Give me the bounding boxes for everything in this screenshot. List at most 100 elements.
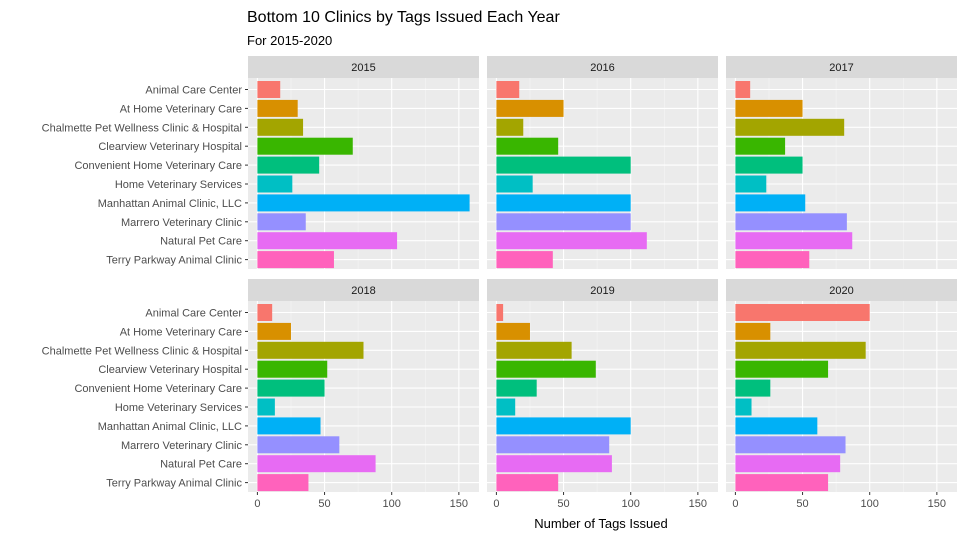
facet-panels: 2015 Animal Care Center At Home Veterinary…	[42, 56, 957, 510]
bar-2015-4	[257, 137, 353, 155]
bar-2019-3	[496, 341, 572, 359]
facet-strip-label: 2016	[590, 62, 614, 74]
y-tick-label: Chalmette Pet Wellness Clinic & Hospital	[42, 345, 242, 357]
y-tick-label: Marrero Veterinary Clinic	[121, 217, 243, 229]
bar-2020-7	[735, 417, 818, 435]
facet-strip	[248, 56, 479, 78]
facet-panel-2015: 2015 Animal Care Center At Home Veterinary…	[42, 56, 479, 269]
bar-2015-7	[257, 194, 470, 212]
bar-2016-5	[496, 156, 631, 174]
bar-2020-3	[735, 341, 866, 359]
facet-strip	[487, 56, 718, 78]
y-tick-label: Convenient Home Veterinary Care	[74, 383, 242, 395]
bar-2018-3	[257, 341, 364, 359]
bar-2015-10	[257, 251, 334, 269]
x-tick-label: 150	[689, 498, 707, 510]
chart-subtitle: For 2015-2020	[247, 33, 332, 48]
facet-panel-2016: 2016	[487, 56, 718, 269]
bar-2018-7	[257, 417, 321, 435]
y-tick-label: Convenient Home Veterinary Care	[74, 160, 242, 172]
bar-2019-2	[496, 322, 530, 340]
bar-2016-10	[496, 251, 553, 269]
bar-2020-5	[735, 379, 771, 397]
facet-strip-label: 2018	[351, 285, 375, 297]
x-tick-label: 100	[622, 498, 640, 510]
y-tick-label: Terry Parkway Animal Clinic	[106, 478, 242, 490]
y-tick-label: Home Veterinary Services	[115, 402, 243, 414]
y-tick-label: Natural Pet Care	[160, 459, 242, 471]
facet-panel-2018: 2018 Animal Care Center At Home Veterinary…	[42, 279, 479, 510]
bar-2020-10	[735, 474, 829, 492]
bar-2019-5	[496, 379, 537, 397]
bar-2020-9	[735, 455, 841, 473]
chart-title: Bottom 10 Clinics by Tags Issued Each Ye…	[247, 9, 560, 26]
x-tick-label: 0	[493, 498, 499, 510]
y-tick-label: Animal Care Center	[145, 308, 242, 320]
bar-2017-2	[735, 99, 803, 117]
x-tick-label: 0	[732, 498, 738, 510]
bar-2019-10	[496, 474, 559, 492]
facet-strip	[248, 279, 479, 301]
bar-2015-5	[257, 156, 320, 174]
y-tick-label: Chalmette Pet Wellness Clinic & Hospital	[42, 122, 242, 134]
facet-strip	[726, 279, 957, 301]
bar-2019-7	[496, 417, 631, 435]
bar-2020-2	[735, 322, 771, 340]
y-tick-label: Marrero Veterinary Clinic	[121, 440, 243, 452]
facet-panel-2020: 2020 0 50 100 150	[726, 279, 957, 510]
x-tick-label: 50	[796, 498, 808, 510]
bar-2019-4	[496, 360, 596, 378]
bar-2019-1	[496, 304, 504, 321]
facet-strip-label: 2020	[829, 285, 853, 297]
bar-2020-6	[735, 398, 752, 416]
bar-2018-9	[257, 455, 376, 473]
bar-2016-9	[496, 232, 647, 250]
bar-2017-5	[735, 156, 803, 174]
x-tick-label: 50	[557, 498, 569, 510]
bar-2016-4	[496, 137, 559, 155]
bar-2018-6	[257, 398, 275, 416]
bar-2015-1	[257, 81, 281, 98]
x-tick-label: 150	[450, 498, 468, 510]
bar-2016-2	[496, 99, 564, 117]
bar-2019-8	[496, 436, 610, 454]
y-tick-label: Terry Parkway Animal Clinic	[106, 255, 242, 267]
bar-2020-4	[735, 360, 829, 378]
bar-2018-10	[257, 474, 309, 492]
bar-2016-6	[496, 175, 533, 193]
x-tick-label: 0	[254, 498, 260, 510]
y-tick-label: At Home Veterinary Care	[120, 326, 242, 338]
bar-2016-1	[496, 81, 520, 98]
bar-2019-6	[496, 398, 516, 416]
facet-panel-2017: 2017	[726, 56, 957, 269]
bar-2019-9	[496, 455, 612, 473]
bar-2020-1	[735, 304, 870, 321]
bar-2017-8	[735, 213, 847, 231]
bar-2020-8	[735, 436, 846, 454]
bar-2015-9	[257, 232, 398, 250]
y-tick-label: Clearview Veterinary Hospital	[98, 141, 242, 153]
facet-strip	[726, 56, 957, 78]
bar-2016-8	[496, 213, 631, 231]
bar-2018-8	[257, 436, 340, 454]
bar-2017-6	[735, 175, 767, 193]
bar-2015-3	[257, 118, 304, 136]
bar-2016-7	[496, 194, 631, 212]
bar-2017-1	[735, 81, 751, 98]
y-tick-label: Manhattan Animal Clinic, LLC	[98, 421, 242, 433]
bar-2015-2	[257, 99, 298, 117]
bar-2017-7	[735, 194, 806, 212]
facet-strip	[487, 279, 718, 301]
x-tick-label: 50	[318, 498, 330, 510]
y-tick-label: Home Veterinary Services	[115, 179, 243, 191]
bar-2018-1	[257, 304, 273, 321]
bar-2017-9	[735, 232, 853, 250]
bar-2018-5	[257, 379, 325, 397]
x-tick-label: 100	[861, 498, 879, 510]
y-tick-label: Animal Care Center	[145, 85, 242, 97]
bar-2018-2	[257, 322, 291, 340]
facet-panel-2019: 2019 0 50 100 150	[487, 279, 718, 510]
bar-2015-6	[257, 175, 293, 193]
bar-2015-8	[257, 213, 306, 231]
